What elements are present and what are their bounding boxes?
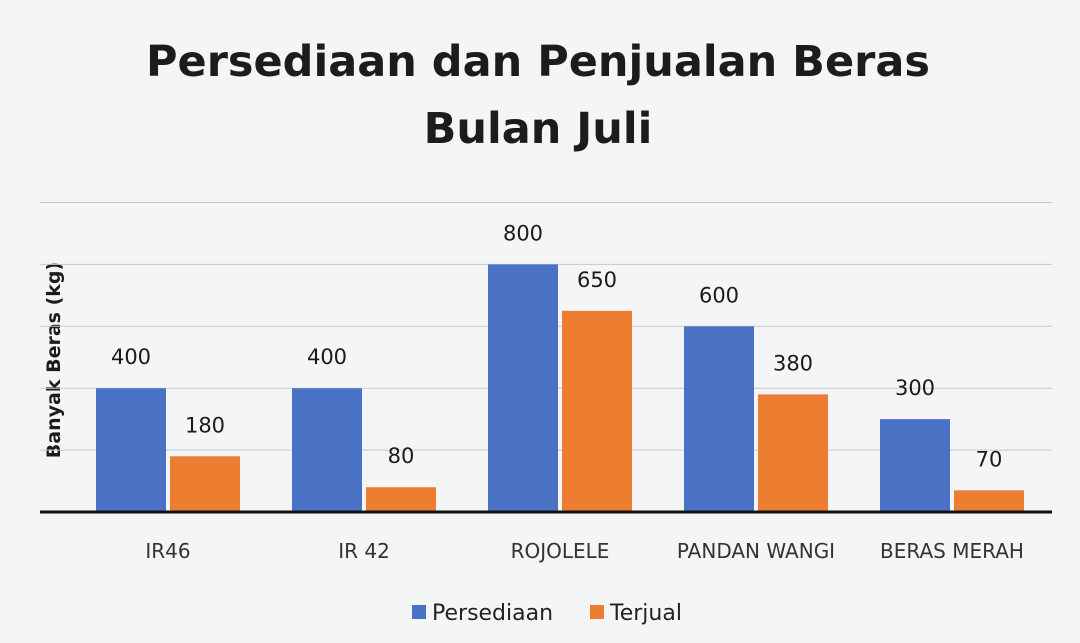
legend: Persediaan Terjual xyxy=(412,601,682,626)
x-tick-label: ROJOLELE xyxy=(511,539,610,563)
legend-swatch-persediaan xyxy=(412,605,426,619)
bar-persediaan-4 xyxy=(880,419,950,512)
x-tick-label: BERAS MERAH xyxy=(880,539,1024,563)
bar-persediaan-1 xyxy=(292,388,362,512)
x-tick-label: IR 42 xyxy=(338,539,390,563)
bar-persediaan-2 xyxy=(488,264,558,512)
data-labels: 400 180 400 80 800 650 600 380 300 70 xyxy=(111,221,1002,471)
data-label-terjual-0: 180 xyxy=(185,413,225,437)
data-label-persediaan-1: 400 xyxy=(307,345,347,369)
x-tick-labels: IR46 IR 42 ROJOLELE PANDAN WANGI BERAS MERAH xyxy=(145,539,1024,563)
chart-title-line-2: Bulan Juli xyxy=(424,104,653,154)
data-label-terjual-1: 80 xyxy=(388,444,415,468)
data-label-persediaan-3: 600 xyxy=(699,283,739,307)
bar-terjual-3 xyxy=(758,394,828,512)
bar-persediaan-3 xyxy=(684,326,754,512)
data-label-terjual-2: 650 xyxy=(577,268,617,292)
bar-persediaan-0 xyxy=(96,388,166,512)
x-tick-label: IR46 xyxy=(145,539,190,563)
x-tick-label: PANDAN WANGI xyxy=(677,539,835,563)
legend-label-persediaan: Persediaan xyxy=(432,601,553,626)
bars xyxy=(96,264,1024,512)
y-axis-label: Banyak Beras (kg) xyxy=(43,262,65,458)
legend-label-terjual: Terjual xyxy=(609,601,682,626)
data-label-persediaan-2: 800 xyxy=(503,221,543,245)
data-label-persediaan-0: 400 xyxy=(111,345,151,369)
data-label-terjual-4: 70 xyxy=(976,447,1003,471)
data-label-terjual-3: 380 xyxy=(773,351,813,375)
data-label-persediaan-4: 300 xyxy=(895,376,935,400)
bar-terjual-2 xyxy=(562,310,632,512)
bar-terjual-1 xyxy=(366,487,436,512)
bar-terjual-0 xyxy=(170,456,240,512)
chart-title: Persediaan dan Penjualan Beras Bulan Jul… xyxy=(146,37,930,154)
chart-title-line-1: Persediaan dan Penjualan Beras xyxy=(146,37,930,87)
legend-swatch-terjual xyxy=(590,605,604,619)
bar-terjual-4 xyxy=(954,490,1024,512)
